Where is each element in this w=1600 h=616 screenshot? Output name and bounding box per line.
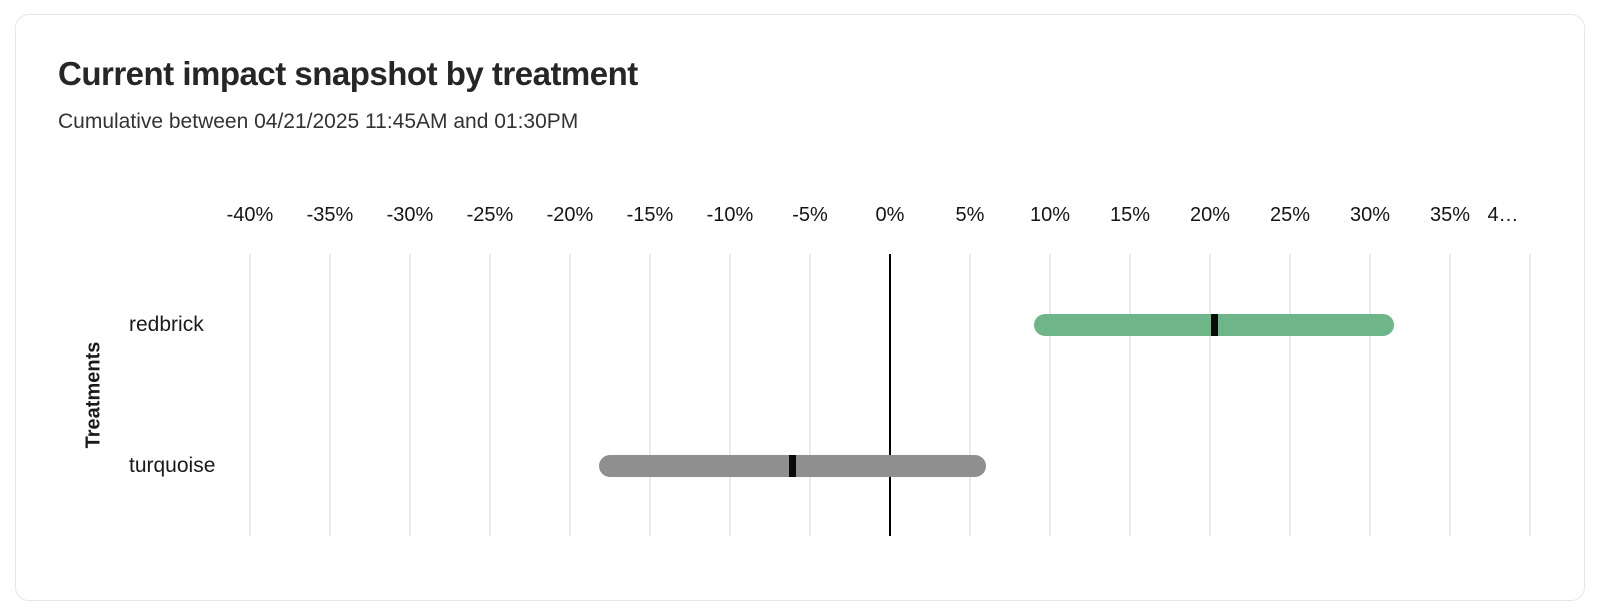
gridline (1369, 254, 1371, 536)
x-axis-tick-label: 10% (1029, 204, 1071, 226)
x-axis-tick-label: 5% (955, 204, 985, 226)
gridline (729, 254, 731, 536)
gridline (409, 254, 411, 536)
x-axis-tick-label: 20% (1189, 204, 1231, 226)
impact-range-bar-chart: Treatments -40% -35% -30% -25% -20% -15% -10% -… (16, 15, 1584, 600)
treatment-label-redbrick: redbrick (129, 312, 204, 336)
page-title: Current impact snapshot by treatment (58, 55, 638, 92)
x-axis-tick-label: 0% (875, 204, 905, 226)
gridline (489, 254, 491, 536)
x-axis-tick-label: -40% (226, 204, 274, 226)
x-axis-tick-label: -25% (466, 204, 514, 226)
gridline (649, 254, 651, 536)
x-axis-tick-label: -10% (706, 204, 754, 226)
gridline (569, 254, 571, 536)
y-axis-title: Treatments (82, 341, 105, 449)
zero-axis-line (889, 254, 891, 536)
point-estimate-marker-turquoise (788, 454, 796, 477)
x-axis-tick-label: -20% (546, 204, 594, 226)
gridline (329, 254, 331, 536)
gridline (1449, 254, 1451, 536)
x-axis-tick-label: -5% (792, 204, 828, 226)
x-axis-tick-label: 30% (1349, 204, 1391, 226)
gridline (1529, 254, 1531, 536)
x-axis-tick-label: 35% (1429, 204, 1471, 226)
point-estimate-marker-redbrick (1211, 313, 1219, 336)
gridline (1289, 254, 1291, 536)
x-axis-tick-label: 4… (1487, 204, 1519, 226)
x-axis-tick-label: -35% (306, 204, 354, 226)
gridline (809, 254, 811, 536)
date-range-subtitle: Cumulative between 04/21/2025 11:45AM an… (58, 110, 579, 133)
x-axis-tick-label: 15% (1109, 204, 1151, 226)
gridline (1129, 254, 1131, 536)
gridline (1209, 254, 1211, 536)
gridline (969, 254, 971, 536)
gridline (1049, 254, 1051, 536)
x-axis-tick-label: 25% (1269, 204, 1311, 226)
treatment-label-turquoise: turquoise (129, 453, 216, 477)
impact-snapshot-card: Current impact snapshot by treatment Cum… (15, 14, 1585, 601)
gridline (249, 254, 251, 536)
x-axis-tick-label: -15% (626, 204, 674, 226)
x-axis-tick-label: -30% (386, 204, 434, 226)
